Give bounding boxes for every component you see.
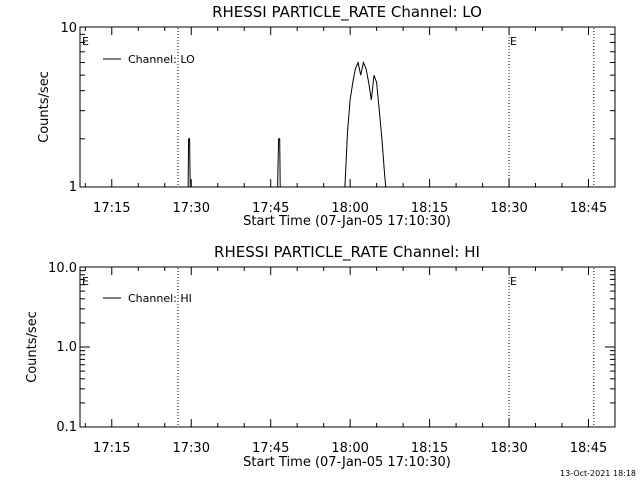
- panel-lo-xtick-label: 18:00: [331, 201, 368, 216]
- panel-lo-flag-label: E: [82, 35, 89, 48]
- panel-lo-xlabel: Start Time (07-Jan-05 17:10:30): [243, 214, 451, 229]
- panel-lo-ytick-1: 1: [69, 180, 77, 195]
- panel-hi-legend: Channel: HI: [103, 292, 192, 305]
- panel-lo-flag-label: E: [510, 35, 517, 48]
- panel-lo-xtick-label: 17:30: [173, 201, 210, 216]
- panel-hi-xtick-label: 18:45: [570, 441, 607, 456]
- panel-hi-plot-frame: [79, 266, 616, 428]
- panel-hi-xtick-label: 17:15: [93, 441, 130, 456]
- panel-lo-xtick-label: 18:45: [570, 201, 607, 216]
- panel-lo-ylabel: Counts/sec: [37, 71, 52, 143]
- footer-timestamp: 13-Oct-2021 18:18: [560, 469, 636, 478]
- panel-lo-ytick-10: 10: [60, 21, 77, 36]
- panel-lo-marks: 17:15 17:30 17:45 18:00 18:15 18:30 18:45 E E: [80, 26, 616, 216]
- panel-hi: RHESSI PARTICLE_RATE Channel: HI 17:15 17…: [25, 243, 616, 470]
- panel-hi-title: RHESSI PARTICLE_RATE Channel: HI: [214, 243, 480, 262]
- panel-hi-flag-label: E: [82, 275, 89, 288]
- panel-hi-xtick-label: 17:30: [173, 441, 210, 456]
- panel-hi-ytick-0.1: 0.1: [56, 420, 77, 435]
- panel-lo: RHESSI PARTICLE_RATE Channel: LO 17:15 17…: [37, 3, 616, 229]
- panel-lo-ytick-labels: 1 10: [60, 21, 77, 195]
- panel-lo-xtick-label: 17:45: [252, 201, 289, 216]
- panel-hi-xtick-label: 18:15: [411, 441, 448, 456]
- panel-hi-legend-label: Channel: HI: [128, 292, 192, 305]
- panel-hi-flag-label: E: [510, 275, 517, 288]
- panel-lo-xtick-label: 18:30: [490, 201, 527, 216]
- panel-hi-ytick-10.0: 10.0: [48, 261, 77, 276]
- panel-lo-xtick-label: 17:15: [93, 201, 130, 216]
- panel-hi-xtick-label: 18:30: [490, 441, 527, 456]
- panel-hi-xtick-label: 18:00: [331, 441, 368, 456]
- panel-lo-legend-label: Channel: LO: [128, 53, 195, 66]
- panel-hi-xlabel: Start Time (07-Jan-05 17:10:30): [243, 455, 451, 470]
- panel-lo-legend: Channel: LO: [103, 53, 195, 66]
- panel-lo-plot-frame: [79, 26, 616, 188]
- panel-lo-xtick-label: 18:15: [411, 201, 448, 216]
- panel-hi-xtick-label: 17:45: [252, 441, 289, 456]
- panel-hi-ytick-labels: 0.1 1.0 10.0: [48, 261, 77, 435]
- panel-hi-ylabel: Counts/sec: [25, 311, 40, 383]
- panel-hi-ytick-1.0: 1.0: [56, 340, 77, 355]
- panel-lo-series-line: [187, 60, 387, 187]
- panel-hi-marks: 17:15 17:30 17:45 18:00 18:15 18:30 18:45 E E: [80, 266, 616, 456]
- panel-lo-title: RHESSI PARTICLE_RATE Channel: LO: [212, 3, 482, 22]
